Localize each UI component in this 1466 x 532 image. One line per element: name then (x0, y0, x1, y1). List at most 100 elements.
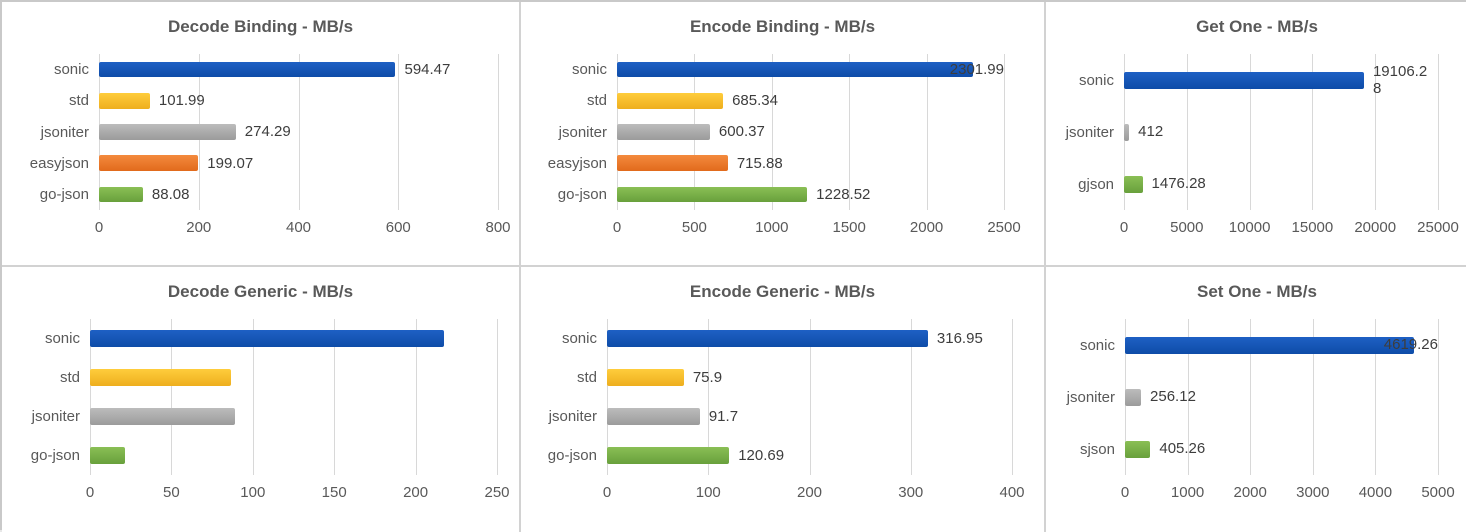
x-tick-label: 800 (485, 219, 511, 236)
value-label: 2301.99 (949, 60, 1004, 78)
bar-row: easyjson 715.88 (548, 148, 1004, 179)
gridline (171, 319, 173, 475)
plot-area: sonic 4619.26 jsoniter 256.12 sjson 405.26 (1067, 319, 1439, 475)
x-axis: 0 1000 2000 3000 4000 5000 (1121, 475, 1455, 513)
plot-area: sonic std jsoniter go-json (31, 319, 498, 475)
bar-row: sjson 405.26 (1080, 423, 1438, 475)
bar-row: sonic 19106.2 8 (1079, 54, 1438, 106)
x-tick-label: 0 (612, 219, 622, 236)
bar-sonic (99, 61, 396, 78)
bar-std (617, 93, 724, 109)
bar-jsoniter (607, 408, 700, 425)
category-label: easyjson (29, 154, 89, 172)
bar-row: easyjson 199.07 (30, 148, 498, 179)
category-label: go-json (557, 185, 607, 203)
bar-row: std 101.99 (69, 85, 498, 116)
bar-jsoniter (1125, 388, 1142, 406)
gridline (497, 319, 498, 475)
x-tick-label: 50 (163, 484, 180, 501)
bar-jsoniter (617, 124, 710, 140)
bar-row: jsoniter 91.7 (549, 397, 1012, 436)
category-label: jsoniter (31, 408, 80, 425)
category-label: std (576, 369, 597, 386)
value-label: 715.88 (736, 154, 783, 172)
x-tick-label: 400 (285, 219, 312, 236)
x-tick-label: 200 (403, 484, 429, 501)
bar-row: sonic (45, 319, 497, 358)
value-label: 405.26 (1159, 440, 1206, 458)
x-axis: 0 100 200 300 400 (603, 475, 1025, 513)
value-label: 91.7 (708, 407, 739, 425)
gridline (607, 319, 608, 475)
gridline (415, 319, 417, 475)
bar-row: std 75.9 (577, 358, 1012, 397)
plot-area: sonic 316.95 std 75.9 jsoniter 91.7 go-json 120… (548, 319, 1013, 475)
bar-row: jsoniter 274.29 (41, 116, 498, 147)
x-tick-label: 5000 (1421, 484, 1455, 501)
chart-panel-set-one: Set One - MB/s sonic 4619.26 jsoniter 256.1… (1046, 267, 1466, 532)
category-label: jsoniter (558, 123, 607, 141)
x-tick-label: 15000 (1291, 219, 1334, 236)
bar-sjson (1125, 440, 1151, 458)
x-tick-label: 25000 (1417, 219, 1459, 236)
bar-go-json (90, 447, 125, 464)
category-label: gjson (1078, 175, 1114, 193)
bar-sonic (607, 330, 928, 347)
bar-go-json (99, 186, 143, 203)
gridline (1004, 54, 1005, 210)
x-tick-label: 2000 (1233, 484, 1267, 501)
bar-row: sonic 2301.99 (572, 54, 1004, 85)
category-label: go-json (39, 185, 89, 203)
x-tick-label: 150 (321, 484, 347, 501)
chart-title: Encode Generic - MB/s (689, 282, 876, 301)
gridline (252, 319, 254, 475)
value-label: 101.99 (158, 92, 205, 110)
value-label: 594.47 (404, 60, 451, 78)
bar-std (607, 369, 684, 386)
bar-row: go-json 88.08 (40, 179, 498, 210)
category-label: go-json (547, 447, 597, 464)
value-label: 120.69 (738, 446, 785, 464)
category-label: sonic (1079, 336, 1115, 354)
x-tick-label: 400 (999, 484, 1025, 501)
bar-sonic (617, 61, 974, 78)
x-tick-label: 0 (94, 219, 104, 236)
bar-std (90, 369, 232, 386)
chart-title: Set One - MB/s (1197, 282, 1317, 301)
plot-area: sonic 2301.99 std 685.34 jsoniter 600.37 easyj… (548, 54, 1005, 210)
bar-row: go-json (31, 436, 497, 475)
category-label: jsoniter (1066, 388, 1115, 406)
chart-panel-encode-generic: Encode Generic - MB/s sonic 316.95 std 75.9… (521, 267, 1046, 532)
bar-jsoniter (1124, 123, 1130, 141)
category-label: std (586, 92, 607, 110)
bar-easyjson (99, 155, 199, 171)
x-tick-label: 0 (85, 484, 95, 501)
x-axis: 0 50 100 150 200 250 (86, 475, 510, 513)
x-tick-label: 1500 (832, 219, 866, 236)
bar-row: std (60, 358, 497, 397)
bar-sonic (1124, 71, 1364, 89)
x-tick-label: 100 (695, 484, 721, 501)
gridline (498, 54, 499, 210)
category-label: jsoniter (548, 408, 597, 425)
x-tick-label: 200 (796, 484, 823, 501)
category-label: std (59, 369, 80, 386)
x-tick-label: 4000 (1358, 484, 1393, 501)
gridline (1438, 319, 1439, 475)
value-label: 256.12 (1150, 388, 1196, 406)
bar-row: jsoniter 412 (1066, 106, 1438, 158)
category-label: jsoniter (1065, 123, 1114, 141)
x-tick-label: 1000 (755, 219, 789, 236)
gridline (708, 319, 710, 475)
x-tick-label: 100 (240, 484, 266, 501)
bar-jsoniter (99, 124, 236, 140)
bar-row: sonic 594.47 (54, 54, 498, 85)
gridline (1375, 54, 1377, 210)
category-label: jsoniter (40, 123, 89, 141)
gridline (298, 54, 300, 210)
value-label: 274.29 (244, 123, 291, 141)
value-label: 412 (1138, 123, 1164, 141)
bar-row: go-json 1228.52 (558, 179, 1004, 210)
chart-panel-decode-generic: Decode Generic - MB/s sonic std jsoniter go… (2, 267, 521, 532)
